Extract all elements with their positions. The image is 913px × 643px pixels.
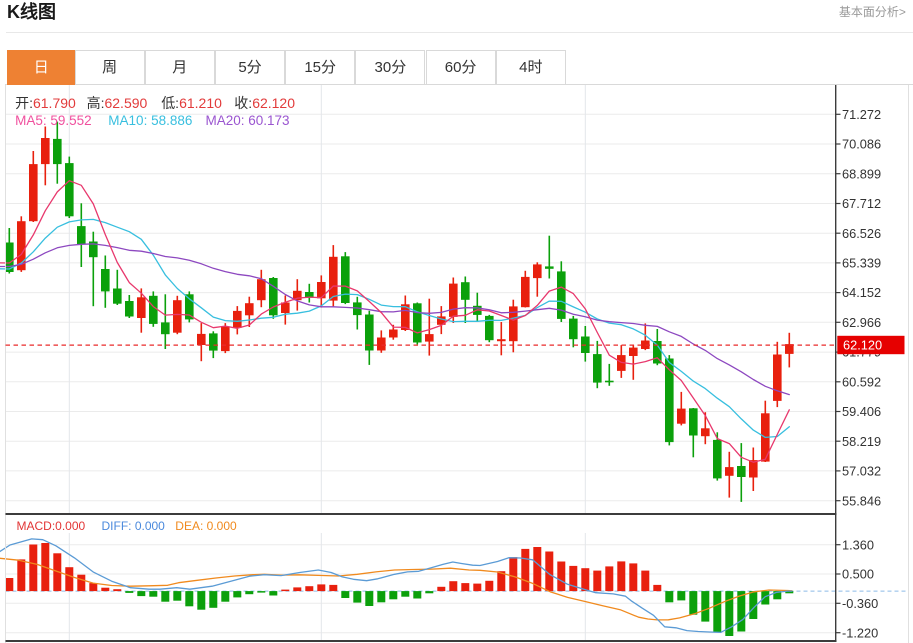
svg-text:60.592: 60.592 bbox=[842, 374, 881, 389]
svg-text:-0.360: -0.360 bbox=[842, 596, 878, 611]
svg-text:67.712: 67.712 bbox=[842, 196, 881, 211]
svg-text:55.846: 55.846 bbox=[842, 493, 881, 508]
svg-text:58.219: 58.219 bbox=[842, 434, 881, 449]
svg-text:0.500: 0.500 bbox=[842, 567, 874, 582]
svg-text:64.152: 64.152 bbox=[842, 285, 881, 300]
svg-text:71.272: 71.272 bbox=[842, 107, 881, 122]
svg-text:59.406: 59.406 bbox=[842, 404, 881, 419]
svg-text:62.120: 62.120 bbox=[843, 338, 882, 353]
svg-text:68.899: 68.899 bbox=[842, 166, 881, 181]
svg-text:62.966: 62.966 bbox=[842, 315, 881, 330]
svg-text:57.032: 57.032 bbox=[842, 464, 881, 479]
svg-text:65.339: 65.339 bbox=[842, 256, 881, 271]
svg-text:-1.220: -1.220 bbox=[842, 625, 878, 640]
svg-text:1.360: 1.360 bbox=[842, 537, 874, 552]
svg-text:70.086: 70.086 bbox=[842, 137, 881, 152]
svg-text:66.526: 66.526 bbox=[842, 226, 881, 241]
